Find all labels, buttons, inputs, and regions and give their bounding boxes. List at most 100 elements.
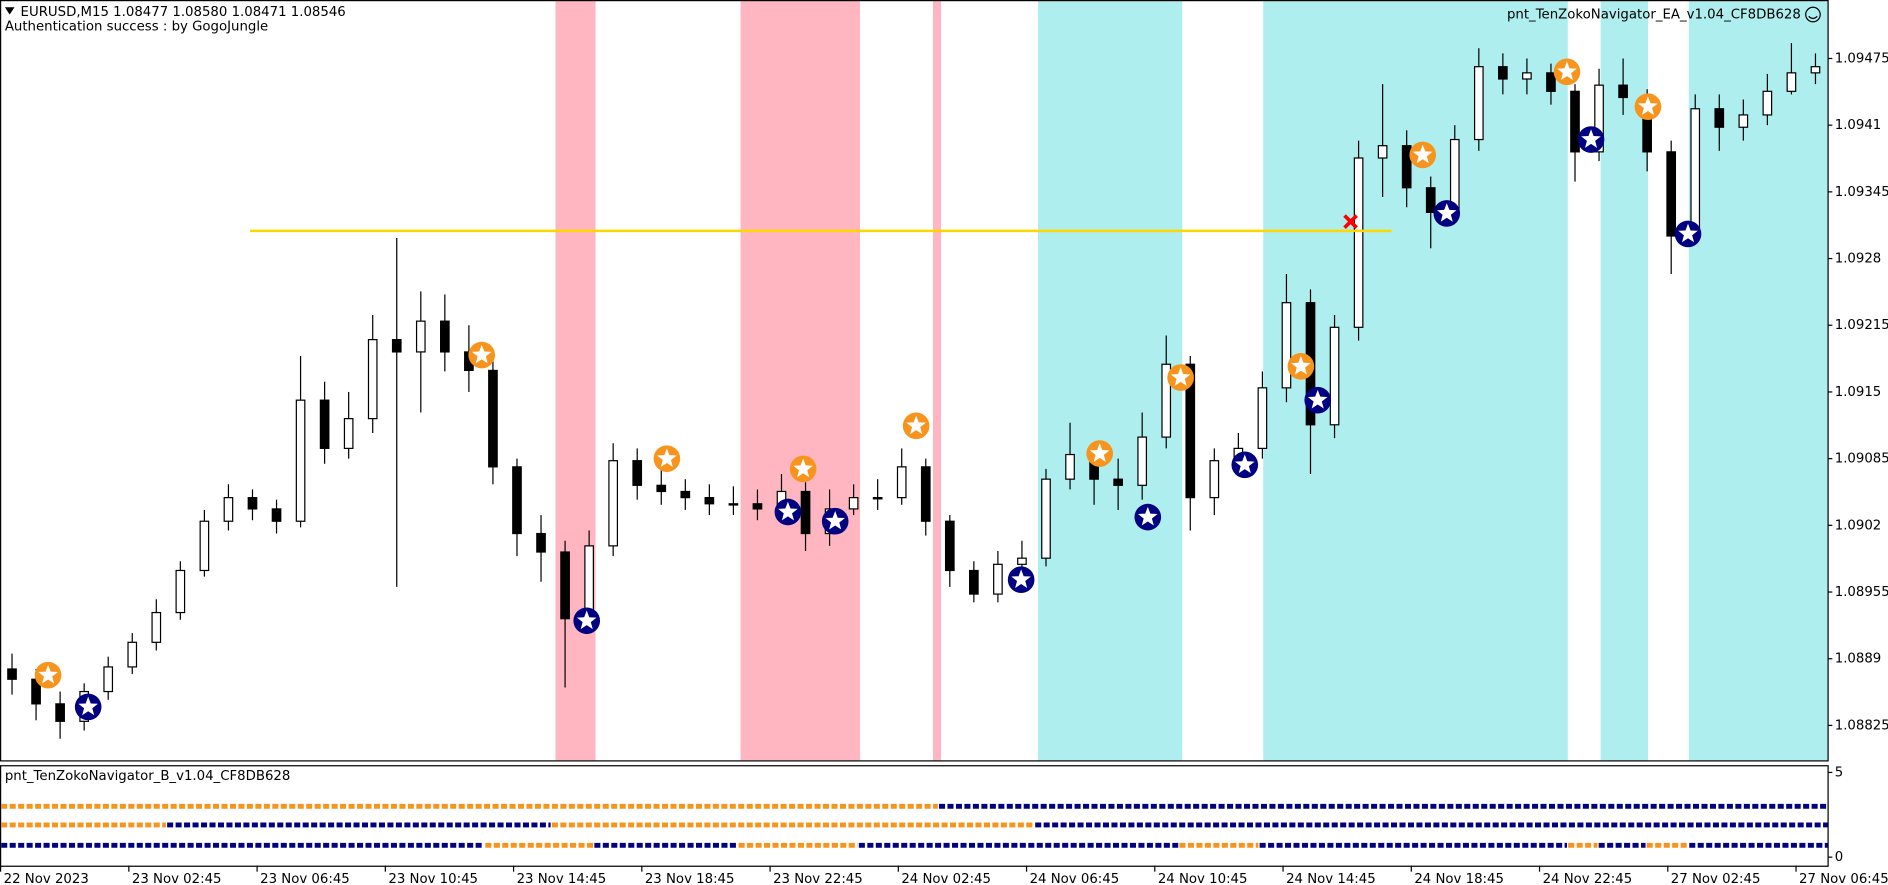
candle-body <box>993 563 1003 595</box>
exit-mark <box>1343 214 1358 229</box>
x-tick-label: 23 Nov 14:45 <box>517 872 607 885</box>
signal-marker <box>34 661 62 689</box>
candle-body <box>1209 460 1220 499</box>
main-layer <box>7 43 1821 739</box>
candle-body <box>151 611 162 643</box>
signal-star <box>1170 367 1191 386</box>
candle-body <box>1425 187 1436 213</box>
zone <box>1688 0 1828 761</box>
signal-marker <box>1167 364 1194 391</box>
candle-body <box>1762 90 1773 116</box>
candle-body <box>1786 72 1797 92</box>
zone <box>1600 0 1648 761</box>
menu-triangle <box>4 7 15 15</box>
signal-star <box>793 458 813 478</box>
y-tick-label: 1.0902 <box>1835 518 1882 533</box>
signal-marker <box>1577 126 1605 153</box>
candle-body <box>1137 436 1148 486</box>
candle-body <box>512 466 522 535</box>
signal-marker <box>821 507 849 535</box>
candle-body <box>127 641 138 668</box>
smiley-face <box>1805 6 1821 23</box>
x-tick-label: 23 Nov 22:45 <box>773 872 863 885</box>
signal-marker <box>1553 58 1581 86</box>
x-tick-label: 23 Nov 18:45 <box>645 872 735 885</box>
smiley-icon <box>1805 6 1821 23</box>
signal-marker <box>1433 200 1461 227</box>
signal-star <box>1412 144 1433 164</box>
candle-body <box>415 320 426 353</box>
candle-body <box>271 508 282 522</box>
signal-marker <box>1634 93 1662 121</box>
signal-star <box>1557 61 1577 81</box>
x-tick-label: 24 Nov 18:45 <box>1414 872 1504 885</box>
candle-body <box>680 490 691 499</box>
x-tick-label: 24 Nov 22:45 <box>1543 872 1633 885</box>
candle-body <box>367 339 378 420</box>
y-tick-label: 1.0928 <box>1835 252 1882 267</box>
candle-body <box>7 668 17 680</box>
candle-body <box>1281 302 1292 389</box>
signal-star <box>1291 356 1311 375</box>
candle-body <box>560 551 570 620</box>
x-tick-label: 27 Nov 06:45 <box>1799 872 1888 885</box>
signal-star <box>1581 129 1601 148</box>
candle-body <box>1377 145 1388 159</box>
candle-body <box>1329 326 1340 426</box>
y-tick-label: 1.08825 <box>1835 718 1888 733</box>
candle-body <box>728 503 739 506</box>
x-tick-label: 23 Nov 02:45 <box>132 872 222 885</box>
y-tick-label: 5 <box>1835 765 1843 780</box>
signal-marker <box>1086 440 1114 467</box>
signal-star <box>1638 96 1658 116</box>
candle-body <box>944 520 955 572</box>
signal-marker <box>653 445 681 472</box>
x-tick-label: 27 Nov 02:45 <box>1671 872 1761 885</box>
signal-marker <box>573 607 601 635</box>
x-tick-label: 24 Nov 06:45 <box>1030 872 1120 885</box>
signal-marker <box>74 693 102 721</box>
zone <box>555 0 596 761</box>
candle-body <box>656 484 667 493</box>
signal-marker <box>1134 503 1162 531</box>
y-tick-label: 1.09475 <box>1835 51 1888 66</box>
symbol-title: EURUSD,M15 1.08477 1.08580 1.08471 1.085… <box>21 5 346 20</box>
x-tick-label: 24 Nov 10:45 <box>1158 872 1248 885</box>
y-tick-label: 1.0915 <box>1835 385 1882 400</box>
signal-star <box>825 510 845 530</box>
signal-star <box>1011 569 1031 589</box>
candle-body <box>247 497 258 510</box>
candle-body <box>55 703 65 722</box>
candle-body <box>1522 72 1532 80</box>
candle-body <box>920 466 931 522</box>
signal-marker <box>902 412 930 440</box>
candle-body <box>1618 84 1628 99</box>
indicator-frame <box>0 765 1829 867</box>
zone <box>1037 0 1183 761</box>
zone <box>932 0 941 761</box>
signal-marker <box>774 498 802 526</box>
candle-body <box>1065 453 1075 480</box>
zone <box>740 0 861 761</box>
candle-body <box>391 339 402 353</box>
candle-body <box>1113 478 1123 486</box>
candle-body <box>1041 478 1051 559</box>
candle-body <box>1401 145 1412 189</box>
signal-star <box>1307 389 1328 409</box>
candle-body <box>1353 157 1364 328</box>
signal-star <box>778 501 798 521</box>
y-tick-label: 1.09085 <box>1835 452 1888 467</box>
candle-body <box>1017 557 1027 565</box>
y-tick-label: 1.0889 <box>1835 652 1882 667</box>
signal-star <box>1234 454 1255 474</box>
candle-body <box>1714 108 1725 128</box>
candle-body <box>1570 90 1580 153</box>
y-tick-label: 1.08955 <box>1835 585 1888 600</box>
candle-body <box>199 520 210 572</box>
auth-status: Authentication success : by GogoJungle <box>5 20 268 35</box>
signal-star <box>1138 506 1158 526</box>
candle-body <box>632 460 643 486</box>
candle-body <box>488 369 498 468</box>
signal-star <box>38 664 58 684</box>
candle-body <box>1666 151 1677 237</box>
